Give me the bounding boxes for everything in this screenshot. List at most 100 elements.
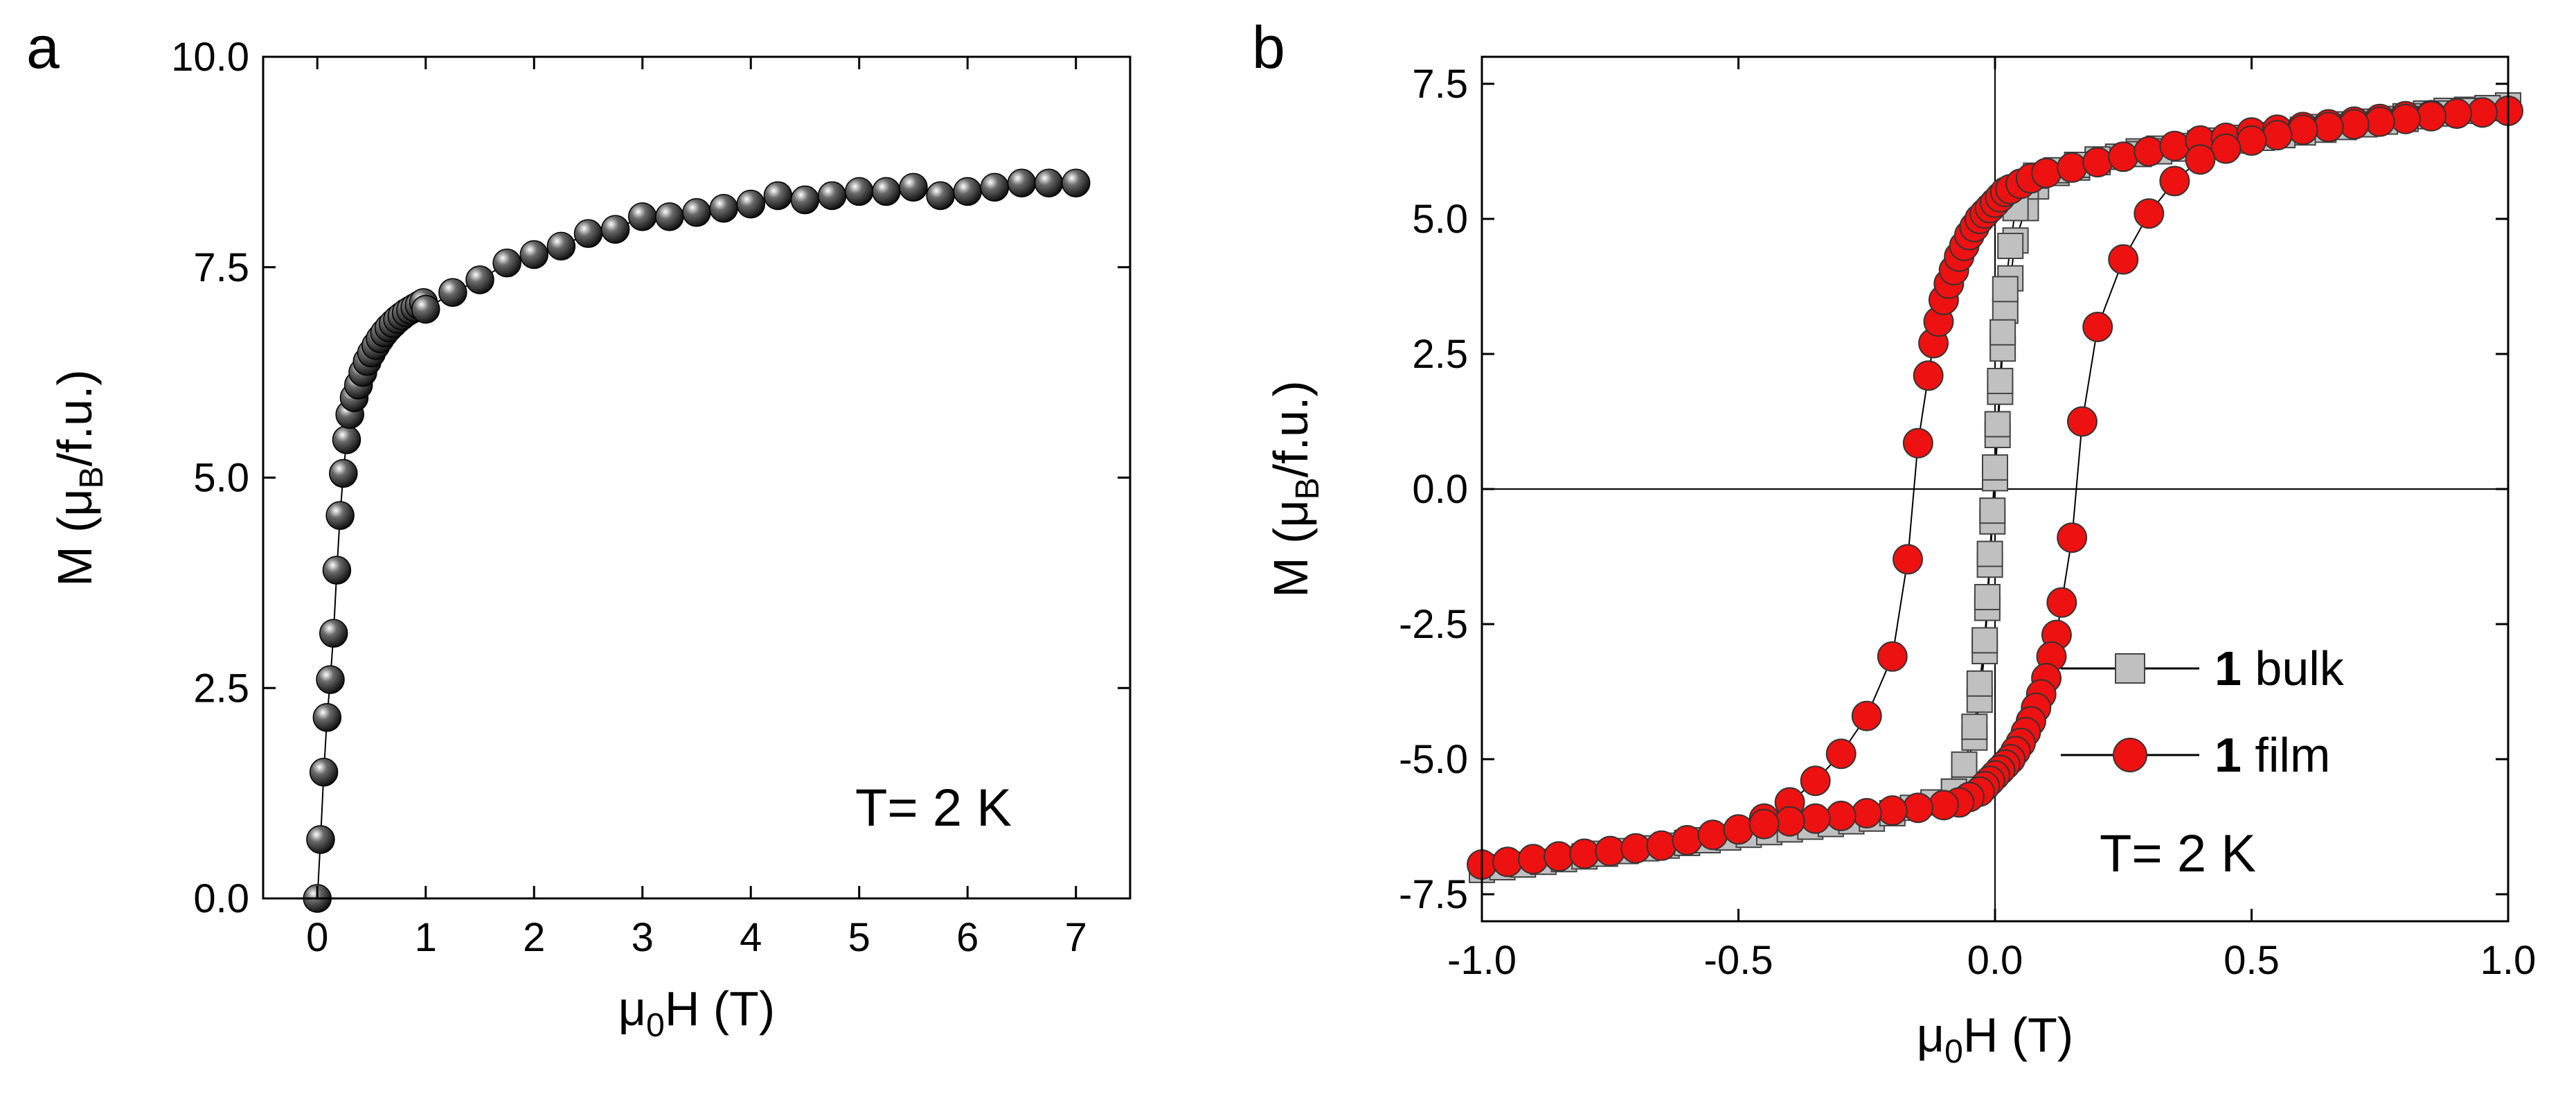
legend-label-film: 1 film (2215, 728, 2330, 782)
panel-b-bulk-point (1966, 670, 1993, 697)
panel-a-x-tick-label: 7 (1065, 915, 1087, 960)
panel-b-x-tick-label: 0.0 (1967, 938, 2023, 983)
panel-a-data-point (763, 181, 793, 211)
panel-b-film-point (1646, 830, 1677, 861)
panel-b-film-point (2287, 114, 2318, 145)
panel-b-film-point (2108, 244, 2139, 275)
panel-b-film-point (2364, 106, 2395, 137)
panel-b-film-point (2066, 406, 2098, 437)
panel-b-bulk-point (1961, 713, 1988, 740)
panel-b-film-point (1595, 835, 1626, 867)
panel-b-bulk-point (1997, 233, 2024, 259)
panel-b-film-point (1492, 846, 1523, 878)
panel-a-x-tick-label: 2 (523, 915, 545, 960)
panel-a-data-point (546, 231, 576, 261)
panel-b-bulk-point (1987, 368, 2014, 394)
panel-b-film-point (2390, 103, 2421, 134)
panel-b-film-point (2210, 133, 2242, 164)
panel-a-data-point (736, 189, 765, 219)
panel-b-film-point (2082, 312, 2113, 342)
panel-a-data-point (519, 240, 548, 269)
panel-b-ticks: -1.0 -0.5 0.0 0.5 1.0 -7.5 -5.0 -2.5 0.0 2.5 5.0 7.… (1399, 57, 2536, 983)
panel-a-data-point (316, 665, 345, 694)
panel-a-y-tick-label: 10.0 (171, 35, 249, 80)
panel-b-film-point (1851, 700, 1882, 731)
panel-a-ticks: 0 1 2 3 4 5 6 7 0.0 2.5 5.0 7.5 10.0 (171, 35, 1130, 960)
panel-a-data-point (817, 181, 847, 211)
panel-a-data-point (926, 181, 955, 211)
panel-b-y-tick-label: 0.0 (1412, 467, 1468, 512)
panel-b-film-point (2046, 587, 2077, 618)
panel-a-data-point (325, 501, 355, 530)
panel-b-film-point (2159, 130, 2190, 161)
panel-a-data-point (655, 202, 684, 231)
panel-b-film-point (2159, 166, 2190, 197)
panel-b-film-point (1697, 819, 1728, 851)
panel-b-film-point (2236, 125, 2267, 156)
panel-b-annotation: T= 2 K (2100, 824, 2256, 883)
panel-b-film-point (2415, 100, 2447, 132)
panel-b-film-point (2057, 152, 2088, 183)
panel-a-y-axis-title: M (μB/f.u.) (48, 369, 110, 586)
panel-b-film-point (2185, 144, 2216, 175)
panel-a-data-point (845, 177, 874, 206)
panel-b-x-tick-label: 1.0 (2480, 938, 2537, 983)
panel-label-b: b (1252, 15, 1285, 81)
panel-a-markers (303, 168, 1091, 913)
panel-b-film-point (1825, 738, 1857, 770)
panel-b: b -1.0 -0.5 0.0 0.5 1.0 -7.5 -5.0 -2.5 0.0 2.5 5.0… (1252, 15, 2536, 1070)
panel-a-y-tick-label: 7.5 (193, 245, 249, 290)
panel-b-y-tick-label: 5.0 (1412, 197, 1468, 242)
panel-b-film-point (1544, 841, 1575, 872)
panel-b-film-point (1800, 765, 1831, 797)
panel-b-film-point (2134, 136, 2165, 167)
panel-a-data-point (573, 219, 603, 248)
panel-b-bulk-point (1992, 297, 2019, 324)
panel-b-legend: 1 bulk 1 film (2061, 641, 2345, 782)
panel-a-data-point (465, 265, 494, 294)
panel-b-film-point (2338, 109, 2370, 140)
panel-a-x-tick-label: 1 (415, 915, 437, 960)
panel-a-data-point (492, 248, 521, 278)
panel-b-bulk-point (1976, 540, 2003, 567)
panel-a: a 0 1 2 3 4 5 6 7 0.0 2.5 5.0 7.5 10.0 T= 2 K μ0H (T… (26, 15, 1132, 1044)
panel-b-x-tick-label: -1.0 (1447, 938, 1517, 983)
panel-b-film-point (1748, 808, 1780, 840)
panel-b-film-point (1902, 427, 1933, 459)
panel-b-film-point (1672, 825, 1703, 855)
panel-a-y-tick-label: 2.5 (193, 666, 249, 711)
legend-item-film: 1 film (2061, 728, 2330, 782)
panel-a-data-point (312, 703, 342, 732)
panel-b-y-tick-label: 7.5 (1412, 62, 1468, 107)
panel-a-data-point (1062, 168, 1091, 197)
panel-b-bulk-point (1979, 497, 2006, 524)
panel-a-data-point (899, 172, 928, 202)
panel-b-film-point (2313, 112, 2344, 143)
panel-a-x-tick-label: 3 (632, 915, 654, 960)
panel-b-film-point (1825, 800, 1857, 831)
panel-b-bulk-point (1971, 627, 1998, 654)
panel-b-film-point (1518, 844, 1549, 875)
panel-b-bulk-point (1989, 319, 2016, 346)
panel-a-x-axis-title: μ0H (T) (618, 982, 775, 1044)
panel-b-bulk-point (1992, 276, 2019, 303)
panel-a-data-point (411, 294, 440, 324)
panel-b-x-axis-title: μ0H (T) (1917, 1008, 2073, 1070)
legend-marker-bulk (2115, 653, 2145, 684)
panel-b-film-point (1928, 790, 1959, 821)
legend-label-bulk: 1 bulk (2215, 641, 2345, 695)
panel-a-data-point (628, 202, 657, 231)
panel-b-film-point (2082, 147, 2113, 178)
panel-b-film-point (1913, 360, 1944, 391)
panel-a-data-point (332, 425, 361, 454)
panel-b-bulk-point (1974, 584, 2001, 610)
panel-a-annotation: T= 2 K (855, 779, 1012, 837)
panel-a-data-point (322, 556, 352, 585)
panel-b-series-film (1467, 96, 2523, 880)
panel-a-data-point (953, 177, 982, 206)
panel-a-data-point (438, 278, 467, 307)
panel-b-film-point (1877, 795, 1908, 826)
panel-b-y-tick-label: -5.0 (1399, 737, 1468, 782)
panel-b-film-point (1893, 544, 1924, 575)
